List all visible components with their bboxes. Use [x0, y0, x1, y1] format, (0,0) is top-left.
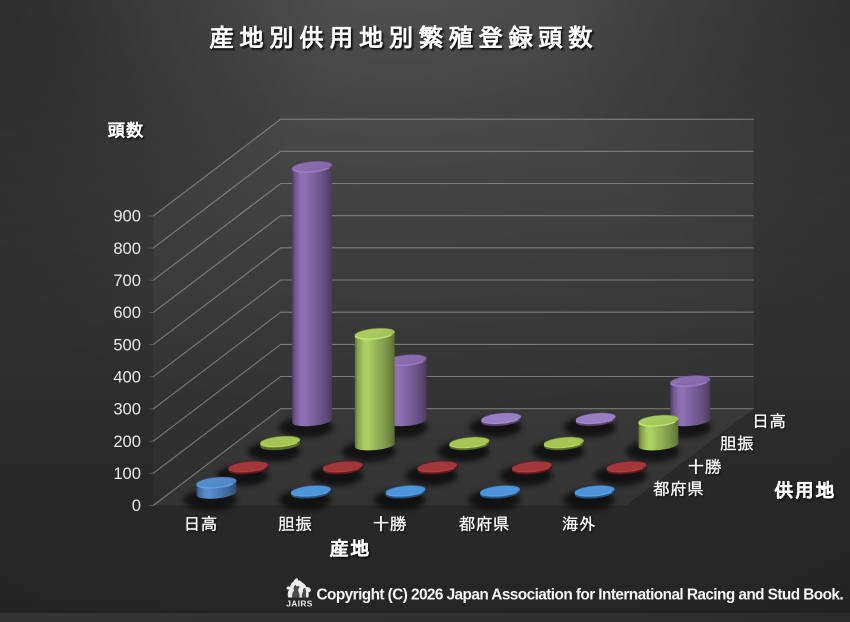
svg-text:200: 200	[113, 432, 141, 451]
svg-text:100: 100	[113, 464, 141, 483]
svg-text:800: 800	[113, 239, 141, 258]
svg-text:300: 300	[113, 400, 141, 419]
svg-text:Copyright (C) 2026 Japan Assoc: Copyright (C) 2026 Japan Association for…	[317, 586, 844, 603]
svg-text:600: 600	[113, 303, 141, 322]
svg-text:900: 900	[113, 207, 141, 226]
svg-text:700: 700	[113, 271, 141, 290]
svg-text:0: 0	[132, 496, 141, 515]
svg-text:JAIRS: JAIRS	[286, 599, 312, 609]
svg-text:500: 500	[113, 335, 141, 354]
svg-text:400: 400	[113, 368, 141, 387]
